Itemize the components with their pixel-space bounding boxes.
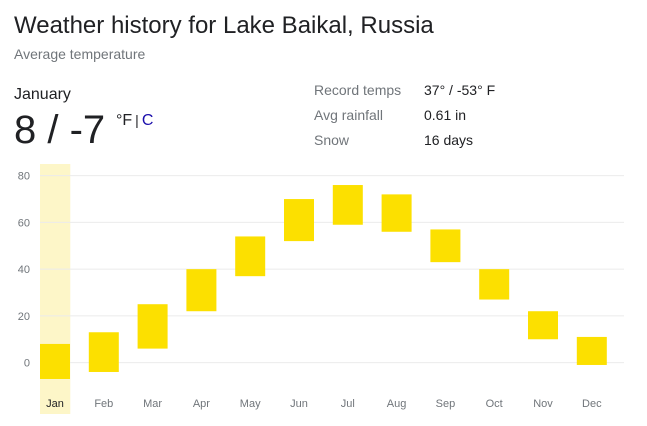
- bar-nov[interactable]: [528, 311, 558, 340]
- unit-fahrenheit[interactable]: °F: [116, 112, 133, 129]
- bar-sep[interactable]: [430, 229, 461, 263]
- bar-jan[interactable]: [40, 343, 70, 379]
- bar-mar[interactable]: [137, 304, 168, 349]
- x-tick-label[interactable]: May: [240, 398, 261, 410]
- x-tick-label[interactable]: Dec: [582, 398, 602, 410]
- bar-dec[interactable]: [576, 336, 607, 365]
- y-tick-label: 40: [18, 264, 30, 276]
- y-tick-label: 80: [18, 171, 30, 183]
- x-tick-label[interactable]: Aug: [387, 398, 407, 410]
- stat-label: Record temps: [314, 82, 402, 98]
- page-subtitle: Average temperature: [14, 46, 146, 62]
- x-tick-label[interactable]: Nov: [533, 398, 553, 410]
- y-tick-label: 0: [24, 358, 30, 370]
- y-tick-label: 60: [18, 217, 30, 229]
- bar-jun[interactable]: [284, 199, 314, 242]
- x-tick-label[interactable]: Feb: [94, 398, 113, 410]
- selected-temperature: 8 / -7: [14, 108, 106, 152]
- stat-value: 16 days: [424, 132, 474, 148]
- stat-value: 0.61 in: [424, 107, 467, 123]
- x-tick-label[interactable]: Apr: [193, 398, 210, 410]
- x-tick-label[interactable]: Mar: [143, 398, 162, 410]
- bar-may[interactable]: [235, 236, 266, 277]
- x-tick-label[interactable]: Jan: [46, 398, 64, 410]
- y-tick-label: 20: [18, 311, 30, 323]
- x-tick-label[interactable]: Jun: [290, 398, 308, 410]
- bar-apr[interactable]: [186, 269, 217, 312]
- stat-label: Avg rainfall: [314, 107, 384, 123]
- unit-separator: |: [135, 112, 139, 128]
- bar-jul[interactable]: [332, 185, 363, 225]
- x-tick-label[interactable]: Sep: [436, 398, 456, 410]
- selected-month: January: [14, 86, 71, 103]
- x-tick-label[interactable]: Oct: [486, 398, 503, 410]
- stat-label: Snow: [314, 132, 350, 148]
- bar-feb[interactable]: [88, 332, 119, 372]
- unit-celsius-link[interactable]: C: [141, 112, 154, 129]
- bar-oct[interactable]: [479, 269, 510, 300]
- page-title: Weather history for Lake Baikal, Russia: [14, 12, 434, 39]
- unit-toggle: °F | C: [116, 112, 153, 130]
- stat-value: 37° / -53° F: [424, 82, 496, 98]
- bar-aug[interactable]: [381, 194, 412, 232]
- x-tick-label[interactable]: Jul: [341, 398, 355, 410]
